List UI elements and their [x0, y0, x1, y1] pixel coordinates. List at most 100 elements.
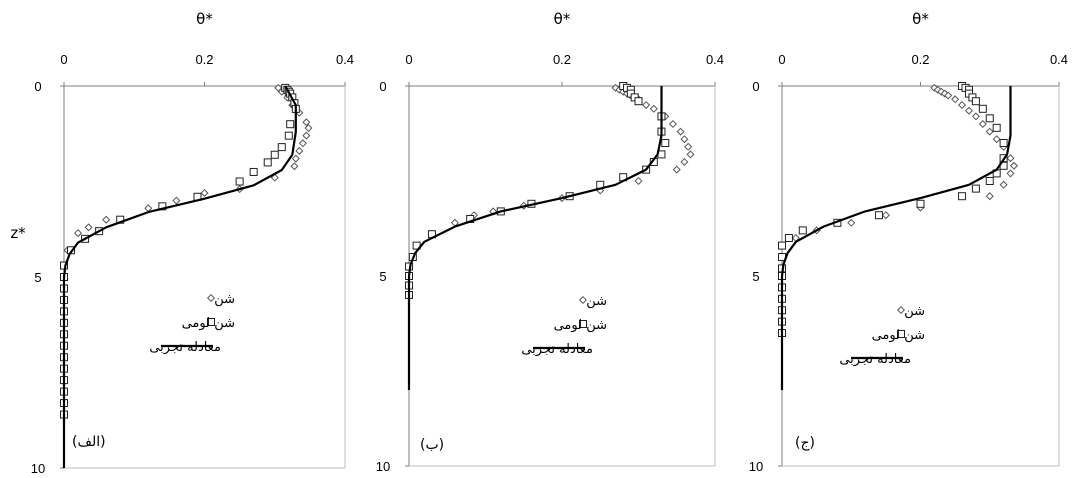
data-point-sand [1009, 161, 1018, 170]
data-point-loamy-sand [249, 167, 258, 176]
data-point-sand [295, 146, 304, 155]
data-point-sand [684, 142, 693, 151]
data-point-sand [298, 139, 307, 148]
panel-label: (الف) [72, 434, 106, 450]
data-point-loamy-sand [778, 241, 786, 250]
data-point-sand [270, 173, 279, 182]
data-point-sand [84, 223, 93, 232]
legend-label: شن [214, 292, 235, 307]
y-tick-label: 5 [752, 269, 759, 284]
y-axis-title: z* [10, 224, 26, 242]
data-point-sand [290, 162, 299, 171]
data-point-sand [274, 83, 283, 92]
data-point-sand [302, 131, 311, 140]
x-axis-title: θ* [554, 10, 571, 28]
data-point-sand [992, 135, 1001, 144]
x-tick-label: 0 [405, 52, 412, 67]
legend-label: شن لومی [182, 316, 235, 331]
x-tick-label: 0.2 [553, 52, 571, 67]
x-tick-label: 0.4 [1050, 52, 1068, 67]
data-point-loamy-sand [263, 158, 272, 167]
x-axis-title: θ* [196, 10, 213, 28]
series-diamond [791, 83, 1018, 243]
data-point-sand [676, 127, 685, 136]
empirical-equation-line [407, 86, 663, 390]
data-point-sand [958, 100, 967, 110]
x-tick-label: 0.2 [195, 52, 213, 67]
series-line [407, 86, 663, 390]
x-tick-label: 0 [60, 52, 67, 67]
data-point-sand [964, 106, 973, 115]
data-point-sand [291, 154, 300, 163]
data-point-loamy-sand [978, 104, 987, 113]
legend-symbol-loamy-sand [897, 330, 905, 338]
legend-label: معادله تجربی [149, 340, 221, 355]
empirical-equation-line [62, 85, 297, 468]
data-point-loamy-sand [916, 199, 925, 208]
data-point-loamy-sand [270, 150, 279, 159]
panel-label: (ب) [420, 437, 444, 453]
data-point-sand [971, 112, 980, 121]
y-tick-label: 0 [379, 79, 386, 94]
data-point-sand [172, 196, 181, 205]
panel-label: (ج) [795, 435, 815, 451]
series-square [60, 83, 300, 419]
data-point-sand [944, 91, 953, 100]
series-square [405, 82, 670, 299]
panel-3: 0 0.2 0.4 0 5 10 θ* شن شن لومی معادله تجربی (ج) [749, 10, 1068, 474]
legend-label: شن [904, 304, 925, 319]
series-line [780, 86, 1012, 390]
data-point-sand [302, 118, 311, 127]
legend-label: شن [586, 294, 607, 309]
panel-2: 0 0.2 0.4 0 5 10 θ* شن شن لومی معادله تجربی (ب) [376, 10, 724, 474]
data-point-sand [74, 229, 83, 238]
x-axis-title: θ* [912, 10, 929, 28]
data-point-loamy-sand [985, 177, 994, 185]
data-point-loamy-sand [971, 97, 980, 106]
data-point-loamy-sand [235, 177, 244, 186]
data-point-sand [881, 211, 890, 220]
data-point-sand [672, 165, 681, 174]
data-point-sand [951, 95, 960, 104]
data-point-loamy-sand [286, 120, 295, 129]
data-point-loamy-sand [661, 139, 670, 147]
data-point-sand [933, 85, 942, 94]
data-point-loamy-sand [999, 139, 1008, 147]
data-point-loamy-sand [958, 192, 967, 201]
legend: شن شن لومی معادله تجربی [149, 292, 235, 355]
data-point-loamy-sand [634, 97, 643, 106]
data-point-sand [680, 157, 689, 167]
data-point-sand [985, 192, 994, 201]
data-point-loamy-sand [277, 143, 286, 152]
data-point-loamy-sand [284, 131, 293, 140]
data-point-loamy-sand [784, 234, 793, 242]
y-tick-label: 10 [31, 461, 45, 474]
legend: شن شن لومی معادله تجربی [521, 294, 607, 357]
series-square [778, 82, 1008, 337]
y-tick-label: 0 [34, 79, 41, 94]
legend-label: معادله تجربی [839, 352, 911, 367]
data-point-sand [102, 215, 111, 224]
data-point-loamy-sand [992, 123, 1001, 132]
x-tick-label: 0.2 [911, 52, 929, 67]
legend: شن شن لومی معادله تجربی [839, 304, 925, 367]
data-point-sand [999, 180, 1008, 189]
series-line [62, 85, 297, 468]
data-point-sand [686, 150, 695, 159]
data-point-loamy-sand [971, 184, 980, 193]
legend-symbol-sand [206, 293, 216, 303]
data-point-sand [1006, 169, 1015, 178]
legend-label: معادله تجربی [521, 342, 593, 357]
data-point-loamy-sand [874, 211, 883, 220]
y-tick-label: 10 [749, 459, 763, 474]
data-point-sand [978, 119, 987, 129]
data-point-sand [200, 188, 209, 197]
legend-label: شن لومی [554, 318, 607, 333]
data-point-sand [668, 119, 677, 129]
legend-symbol-sand [578, 295, 588, 305]
data-point-sand [847, 218, 856, 227]
y-tick-label: 5 [34, 270, 41, 285]
empirical-equation-line [780, 86, 1012, 390]
